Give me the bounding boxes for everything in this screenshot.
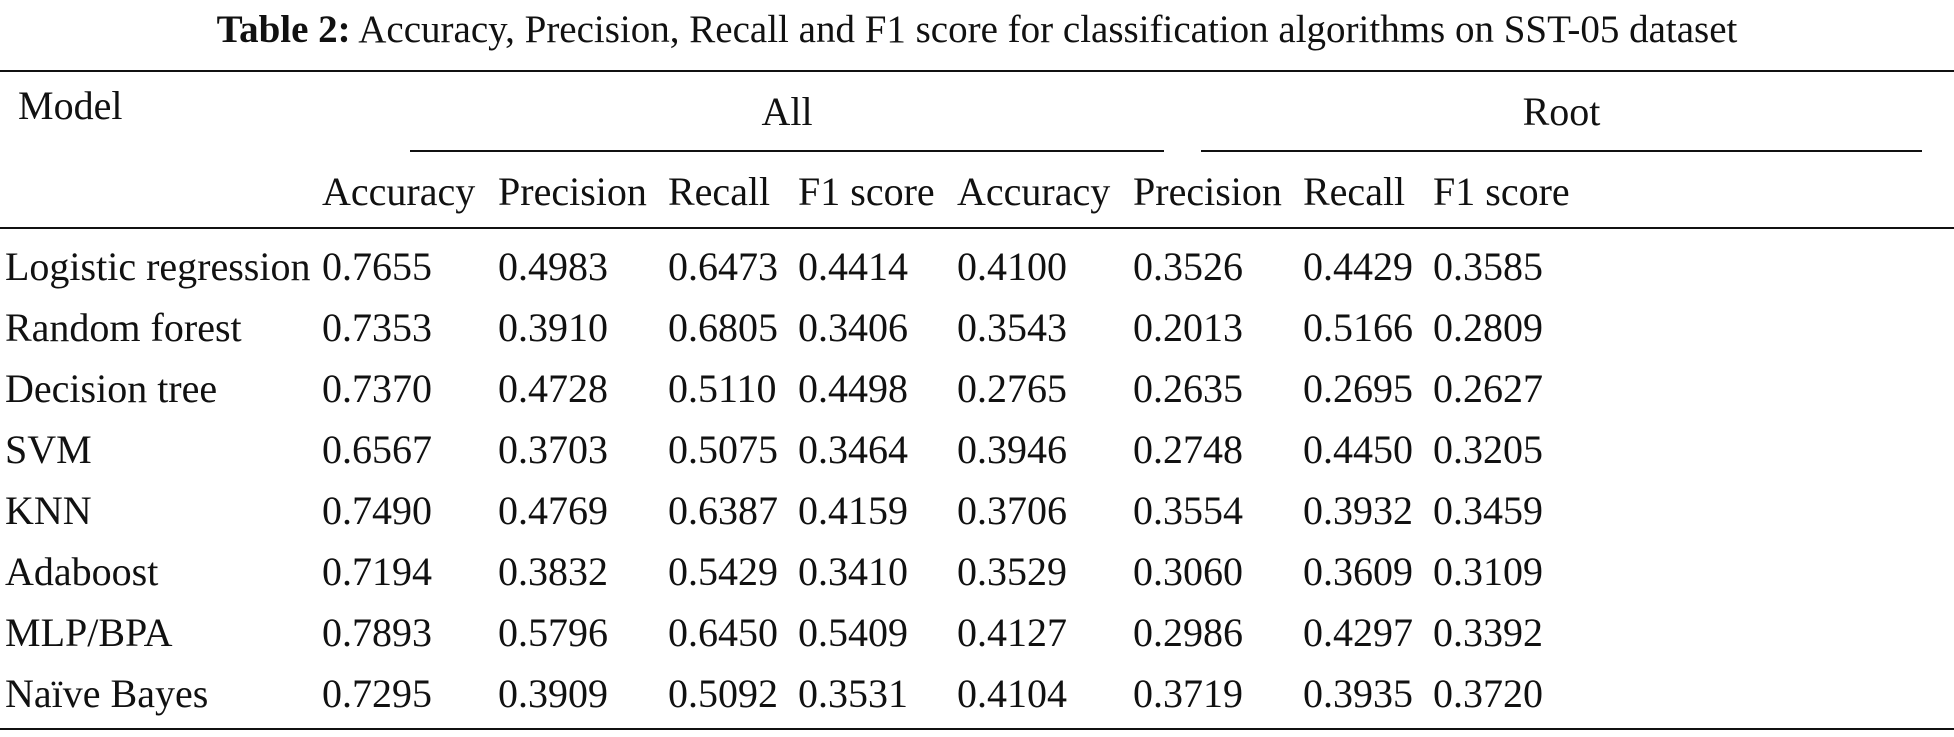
table-cell: 0.4769 <box>498 488 608 533</box>
caption-label: Table 2: <box>216 8 351 51</box>
table-cell: 0.4127 <box>957 610 1067 655</box>
row-model-name: Adaboost <box>5 549 159 594</box>
table-cell: 0.3060 <box>1133 549 1243 594</box>
table-cell: 0.3529 <box>957 549 1067 594</box>
table-cell: 0.2635 <box>1133 366 1243 411</box>
table-cell: 0.3406 <box>798 305 908 350</box>
row-model-name: Decision tree <box>5 366 218 411</box>
table-cell: 0.6387 <box>668 488 778 533</box>
table-cell: 0.2748 <box>1133 427 1243 472</box>
caption-text: Accuracy, Precision, Recall and F1 score… <box>358 8 1738 51</box>
table-cell: 0.5075 <box>668 427 778 472</box>
metric-header: Recall <box>1303 169 1406 214</box>
table-cell: 0.4728 <box>498 366 608 411</box>
table-cell: 0.2013 <box>1133 305 1243 350</box>
table-cell: 0.7295 <box>322 671 432 716</box>
row-model-name: Naïve Bayes <box>5 671 209 716</box>
table-cell: 0.4297 <box>1303 610 1413 655</box>
bottom-rule <box>0 728 1954 730</box>
table-cell: 0.3609 <box>1303 549 1413 594</box>
table-cell: 0.3543 <box>957 305 1067 350</box>
table-cell: 0.4100 <box>957 244 1067 289</box>
table-cell: 0.3459 <box>1433 488 1543 533</box>
table-cell: 0.3464 <box>798 427 908 472</box>
table-cell: 0.6473 <box>668 244 778 289</box>
table-cell: 0.7490 <box>322 488 432 533</box>
table-cell: 0.3531 <box>798 671 908 716</box>
table-cell: 0.3554 <box>1133 488 1243 533</box>
metric-header: Precision <box>1133 169 1282 214</box>
table-cell: 0.3109 <box>1433 549 1543 594</box>
table-caption: Table 2: Accuracy, Precision, Recall and… <box>0 0 1954 66</box>
table-cell: 0.2809 <box>1433 305 1543 350</box>
group-rule-root <box>1201 150 1922 152</box>
metric-header: Precision <box>498 169 647 214</box>
table-cell: 0.6567 <box>322 427 432 472</box>
model-column-header: Model <box>18 83 123 128</box>
table-cell: 0.4983 <box>498 244 608 289</box>
table-cell: 0.2765 <box>957 366 1067 411</box>
table-cell: 0.3946 <box>957 427 1067 472</box>
top-rule <box>0 70 1954 72</box>
header-rule <box>0 227 1954 229</box>
group-header-all: All <box>761 89 813 134</box>
table-cell: 0.7194 <box>322 549 432 594</box>
table-cell: 0.3719 <box>1133 671 1243 716</box>
table-cell: 0.4450 <box>1303 427 1413 472</box>
metric-header: Accuracy <box>957 169 1111 214</box>
table-cell: 0.5409 <box>798 610 908 655</box>
table-cell: 0.4498 <box>798 366 908 411</box>
table-cell: 0.7893 <box>322 610 432 655</box>
table-cell: 0.7655 <box>322 244 432 289</box>
table-cell: 0.6450 <box>668 610 778 655</box>
table-cell: 0.3935 <box>1303 671 1413 716</box>
table-cell: 0.3410 <box>798 549 908 594</box>
table-cell: 0.5110 <box>668 366 777 411</box>
table-cell: 0.4429 <box>1303 244 1413 289</box>
table-cell: 0.3832 <box>498 549 608 594</box>
metric-header: F1 score <box>798 169 935 214</box>
row-model-name: MLP/BPA <box>5 610 173 655</box>
group-header-root: Root <box>1522 89 1601 134</box>
table-cell: 0.5429 <box>668 549 778 594</box>
table-cell: 0.2986 <box>1133 610 1243 655</box>
table-cell: 0.2627 <box>1433 366 1543 411</box>
row-model-name: Random forest <box>5 305 242 350</box>
table-cell: 0.3526 <box>1133 244 1243 289</box>
row-model-name: KNN <box>5 488 92 533</box>
table-cell: 0.4159 <box>798 488 908 533</box>
metric-header: Accuracy <box>322 169 476 214</box>
table-cell: 0.3585 <box>1433 244 1543 289</box>
table-cell: 0.4414 <box>798 244 908 289</box>
row-model-name: SVM <box>5 427 92 472</box>
table-cell: 0.3720 <box>1433 671 1543 716</box>
table-cell: 0.3909 <box>498 671 608 716</box>
table-cell: 0.5092 <box>668 671 778 716</box>
group-rule-all <box>410 150 1164 152</box>
metric-header: F1 score <box>1433 169 1570 214</box>
table-cell: 0.5166 <box>1303 305 1413 350</box>
table-cell: 0.7370 <box>322 366 432 411</box>
table-cell: 0.5796 <box>498 610 608 655</box>
table-cell: 0.3205 <box>1433 427 1543 472</box>
table-cell: 0.6805 <box>668 305 778 350</box>
table-cell: 0.3910 <box>498 305 608 350</box>
row-model-name: Logistic regression <box>5 244 311 289</box>
table-cell: 0.3932 <box>1303 488 1413 533</box>
table-cell: 0.3706 <box>957 488 1067 533</box>
table-cell: 0.2695 <box>1303 366 1413 411</box>
table-cell: 0.4104 <box>957 671 1067 716</box>
table-cell: 0.3703 <box>498 427 608 472</box>
table-cell: 0.3392 <box>1433 610 1543 655</box>
metric-header: Recall <box>668 169 771 214</box>
table-cell: 0.7353 <box>322 305 432 350</box>
